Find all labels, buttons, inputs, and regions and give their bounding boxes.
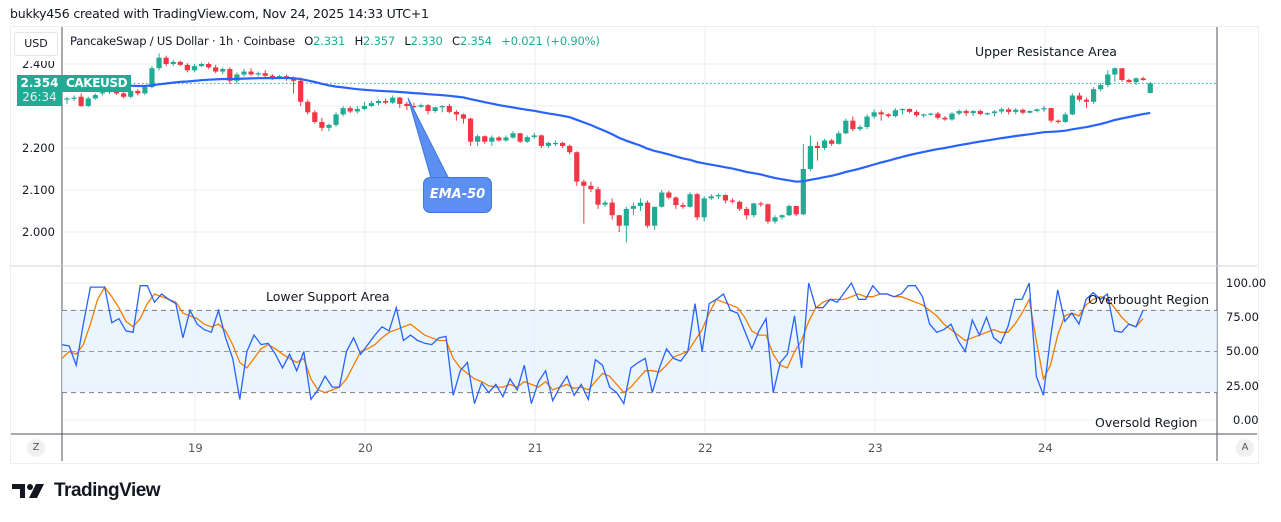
- price-axis-label: 2.000: [22, 225, 55, 239]
- annotation-lower-support[interactable]: Lower Support Area: [266, 289, 390, 304]
- legend-title: PancakeSwap / US Dollar · 1h · Coinbase: [70, 34, 295, 48]
- time-axis-label: 23: [868, 441, 883, 455]
- indicator-axis-label: 75.00: [1226, 310, 1259, 324]
- price-axis-label: 2.400: [22, 57, 55, 71]
- bar-countdown: 26:34: [22, 90, 57, 104]
- chart-credit: bukky456 created with TradingView.com, N…: [10, 6, 429, 21]
- legend-close: 2.354: [459, 34, 492, 48]
- legend-open: 2.331: [313, 34, 346, 48]
- annotation-overbought[interactable]: Overbought Region: [1088, 292, 1210, 307]
- ema-callout[interactable]: EMA-50: [423, 177, 492, 213]
- zoom-reset-button[interactable]: Z: [27, 439, 45, 457]
- last-price-tag: 2.354 26:34: [17, 75, 62, 106]
- annotation-upper-resistance[interactable]: Upper Resistance Area: [975, 44, 1117, 59]
- indicator-axis-label: 100.00: [1226, 276, 1267, 290]
- indicator-axis-label: 50.00: [1226, 344, 1259, 358]
- brand-name: TradingView: [54, 480, 161, 501]
- symbol-tag: CAKEUSD: [62, 75, 132, 92]
- legend-high: 2.357: [363, 34, 395, 48]
- indicator-axis-label: 25.00: [1226, 379, 1259, 393]
- price-axis-label: 2.200: [22, 141, 55, 155]
- last-price: 2.354: [20, 76, 59, 90]
- tradingview-logo-icon: [12, 484, 44, 498]
- time-axis-label: 21: [528, 441, 543, 455]
- legend-change: +0.021 (+0.90%): [501, 34, 600, 48]
- tradingview-logo: TradingView: [12, 480, 161, 502]
- indicator-axis-label: 0.00: [1233, 413, 1259, 427]
- time-axis-label: 24: [1038, 441, 1053, 455]
- auto-scale-button[interactable]: A: [1236, 439, 1254, 457]
- annotation-oversold[interactable]: Oversold Region: [1095, 415, 1198, 430]
- time-axis-label: 19: [188, 441, 203, 455]
- time-axis-label: 22: [698, 441, 713, 455]
- ema-callout-pointer: [407, 97, 453, 186]
- currency-button[interactable]: USD: [14, 32, 58, 56]
- price-axis-label: 2.100: [22, 183, 55, 197]
- legend-low: 2.330: [410, 34, 443, 48]
- symbol-legend: PancakeSwap / US Dollar · 1h · Coinbase …: [70, 34, 600, 48]
- time-axis-label: 20: [358, 441, 373, 455]
